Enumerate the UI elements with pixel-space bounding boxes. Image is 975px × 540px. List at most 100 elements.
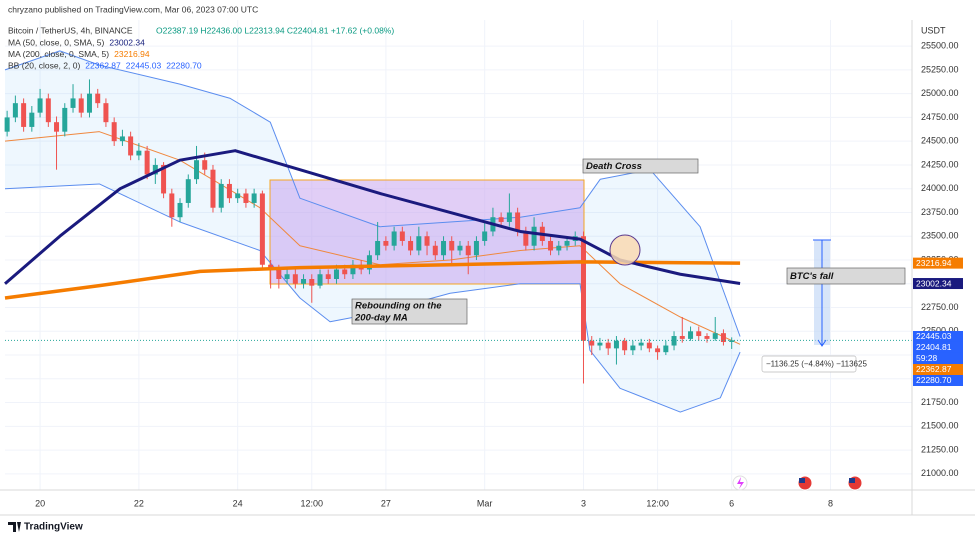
candle-body	[515, 212, 521, 232]
x-tick-label: 12:00	[301, 498, 324, 508]
candle-body	[482, 231, 488, 241]
candle-body	[704, 336, 710, 339]
candle-body	[473, 240, 479, 256]
y-tick-label: 21750.00	[921, 397, 959, 407]
line-bb-lower	[4, 183, 741, 413]
line-bb-basis	[4, 131, 741, 345]
candle-body	[424, 236, 430, 246]
y-tick-label: 23750.00	[921, 207, 959, 217]
line-ma200	[4, 260, 741, 300]
y-tick-label: 22500.00	[921, 326, 959, 336]
y-tick-label: 24750.00	[921, 112, 959, 122]
callout-text: 200-day MA	[354, 313, 408, 324]
measure-label-box	[761, 355, 857, 373]
logo	[8, 522, 21, 532]
candle-body	[613, 340, 619, 349]
candle-body	[169, 193, 175, 218]
x-tick-label: 27	[381, 498, 391, 508]
candle-body	[391, 231, 397, 246]
callout-box	[582, 158, 699, 174]
event-icon-flash	[737, 477, 744, 489]
candle-body	[498, 217, 504, 222]
y-tick-label: 22750.00	[921, 302, 959, 312]
ohlc: O22387.19 H22436.00 L22313.94 C22404.81 …	[156, 25, 394, 35]
candle-body	[284, 274, 290, 279]
y-tick-label: 24000.00	[921, 183, 959, 193]
candle-body	[441, 240, 447, 256]
candle-body	[350, 264, 356, 275]
y-tick-label: 25500.00	[921, 41, 959, 51]
candle-body	[111, 122, 117, 142]
price-tag-label: 22404.81	[916, 342, 952, 352]
candle-body	[646, 342, 652, 349]
candle-body	[688, 331, 694, 339]
candle-body	[630, 345, 636, 351]
candle-body	[531, 226, 537, 246]
y-tick-label: 24500.00	[921, 136, 959, 146]
candle-body	[399, 231, 405, 241]
candle-body	[449, 240, 455, 251]
candle-body	[128, 136, 134, 156]
legend-value: 23216.94	[114, 49, 150, 59]
candle-body	[95, 93, 101, 104]
legend-value: 22362.87	[85, 60, 121, 70]
legend-value: 22280.70	[166, 60, 202, 70]
candle-body	[251, 193, 257, 203]
callout-text: BTC's fall	[790, 271, 834, 282]
x-tick-label: 6	[729, 498, 734, 508]
footer-brand: TradingView	[24, 522, 83, 533]
candle-body	[556, 245, 562, 251]
x-tick-label: 12:00	[646, 498, 669, 508]
event-flag-canton	[799, 478, 805, 483]
candle-body	[375, 240, 381, 256]
candle-body	[29, 112, 35, 127]
candle-body	[506, 212, 512, 222]
x-tick-label: Mar	[477, 498, 493, 508]
candle-body	[259, 193, 265, 265]
legend-value: 23002.34	[109, 37, 145, 47]
candle-body	[696, 331, 702, 337]
symbol: Bitcoin / TetherUS, 4h, BINANCE	[8, 25, 133, 35]
candle-body	[720, 333, 726, 342]
y-tick-label: 21000.00	[921, 468, 959, 478]
candle-body	[465, 245, 471, 256]
candle-body	[243, 193, 249, 203]
cross-marker	[609, 234, 641, 266]
candle-body	[226, 183, 232, 199]
publisher: chryzano published on TradingView.com, M…	[8, 4, 258, 14]
candle-body	[4, 117, 10, 132]
y-tick-label: 23500.00	[921, 231, 959, 241]
candle-body	[432, 245, 438, 256]
candle-body	[663, 345, 669, 353]
candle-body	[416, 236, 422, 251]
candle-body	[638, 342, 644, 346]
legend-label: MA (200, close, 0, SMA, 5)	[8, 49, 109, 59]
candle-body	[144, 150, 150, 175]
candle-body	[333, 269, 339, 279]
candle-body	[235, 193, 241, 199]
candle-body	[21, 103, 27, 127]
legend-label: MA (50, close, 0, SMA, 5)	[8, 37, 105, 47]
countdown-label: 59:28	[916, 353, 938, 363]
callout-text: Death Cross	[586, 161, 642, 172]
candle-body	[342, 269, 348, 275]
candle-body	[103, 103, 109, 123]
candle-body	[605, 342, 611, 349]
x-tick-label: 8	[828, 498, 833, 508]
candle-body	[548, 240, 554, 251]
axis-unit: USDT	[921, 25, 946, 35]
candle-body	[679, 336, 685, 339]
x-tick-label: 24	[233, 498, 243, 508]
candle-body	[202, 160, 208, 170]
y-tick-label: 25250.00	[921, 64, 959, 74]
candle-body	[210, 169, 216, 208]
callout-box	[786, 267, 906, 285]
price-tag-label: 23216.94	[916, 258, 952, 268]
candle-body	[309, 278, 315, 286]
price-tag	[913, 278, 963, 290]
candle-body	[54, 122, 60, 132]
callout-text: Rebounding on the	[355, 301, 442, 312]
x-tick-label: 22	[134, 498, 144, 508]
candle-body	[317, 274, 323, 286]
